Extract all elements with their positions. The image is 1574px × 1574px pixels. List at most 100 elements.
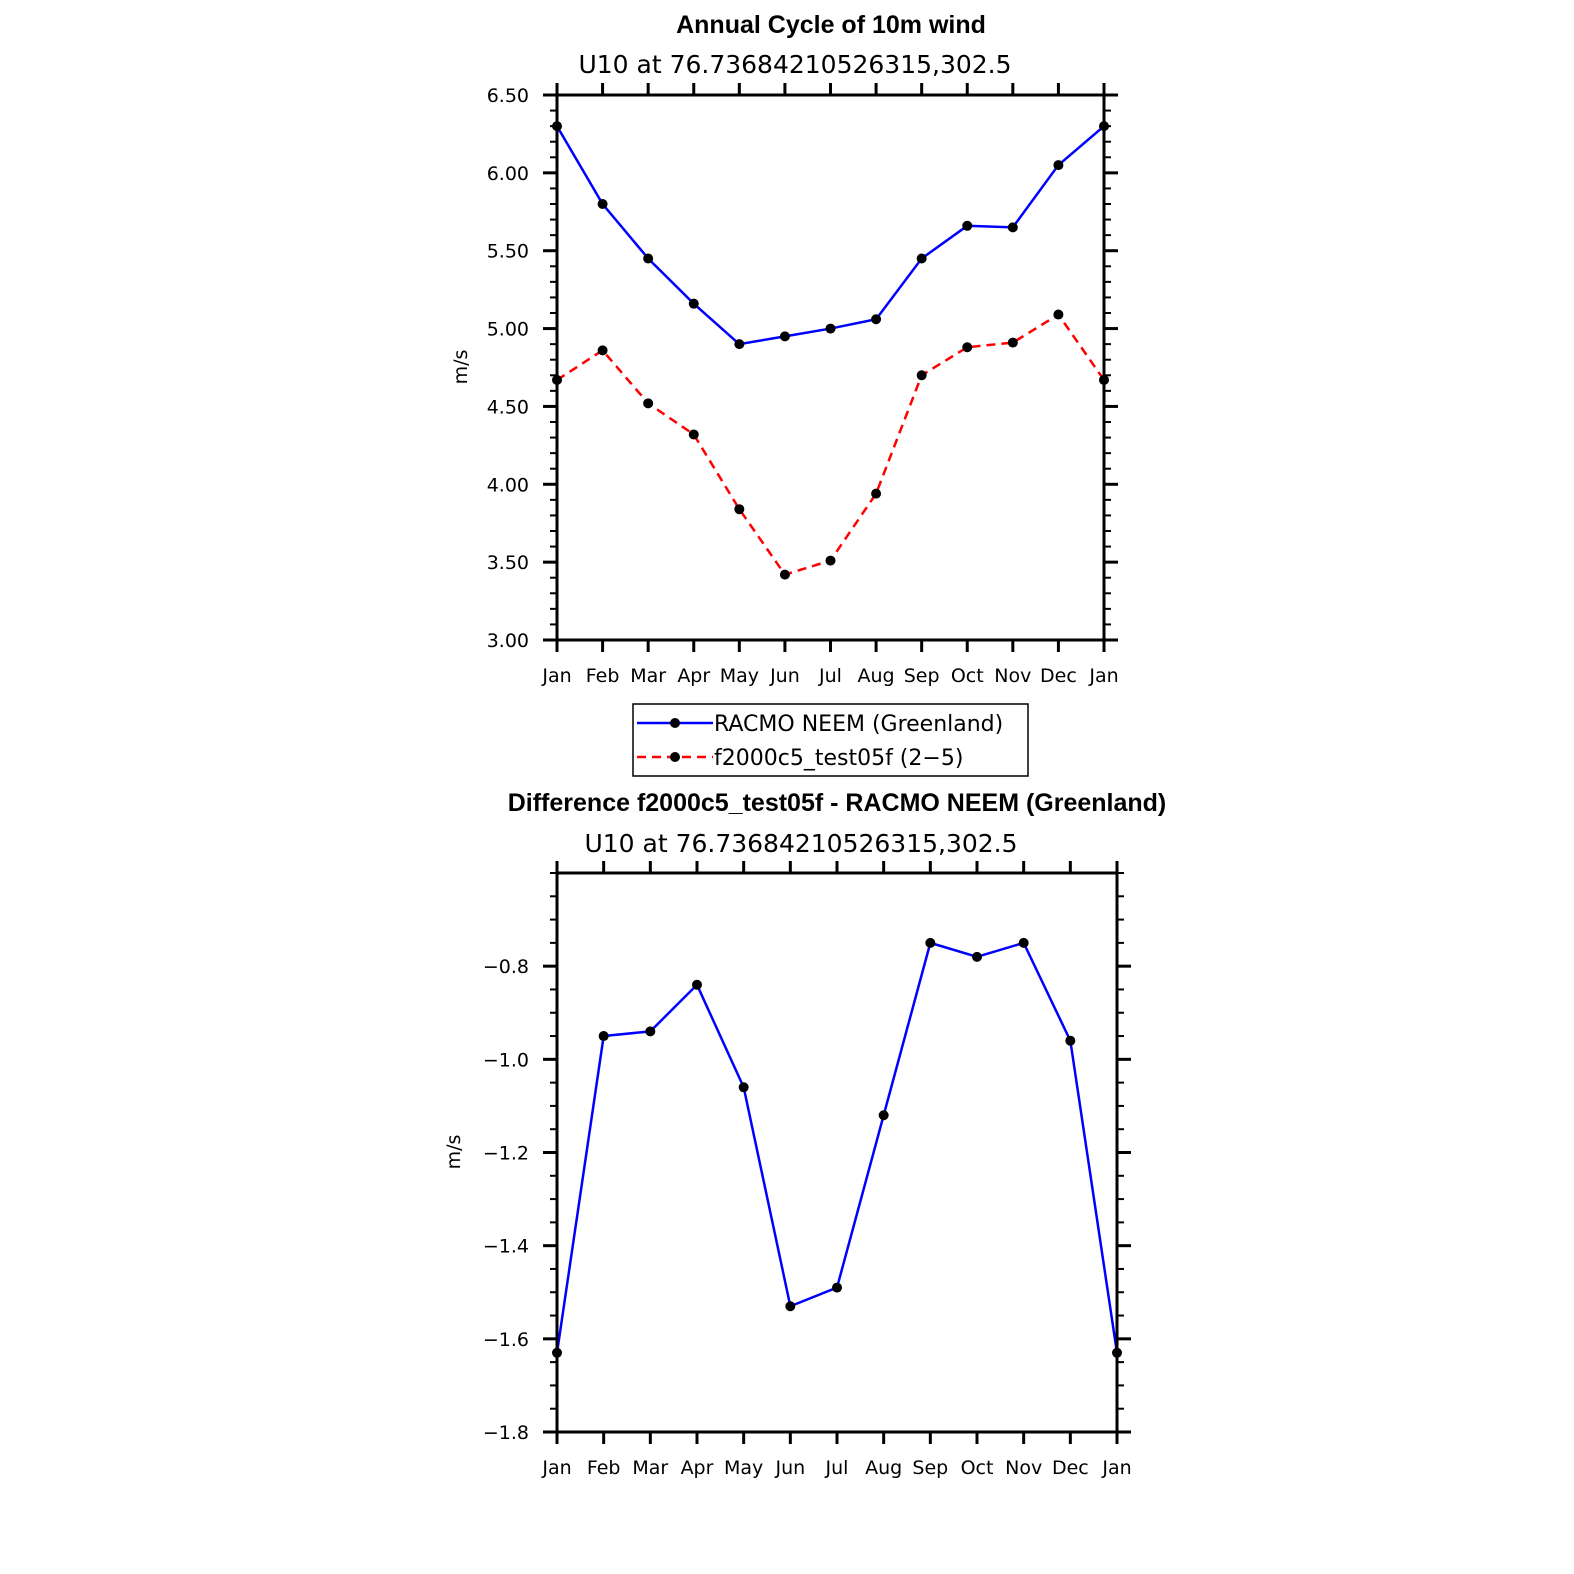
chart-subtitle: U10 at 76.73684210526315,302.5: [578, 50, 1011, 79]
x-tick-label: Oct: [961, 1457, 994, 1479]
data-point: [1053, 160, 1064, 171]
data-point: [688, 298, 699, 309]
y-tick-label: −0.8: [483, 956, 529, 978]
data-point: [598, 1031, 609, 1042]
x-tick-labels: Jan Feb Mar Apr May Jun Jul Aug Sep Oct Nov Dec Jan: [541, 1457, 1131, 1479]
data-point: [734, 504, 745, 515]
data-point: [692, 979, 702, 990]
legend: RACMO NEEM (Greenland) f2000c5_test05f (…: [632, 703, 1029, 777]
x-tick-labels: Jan Feb Mar Apr May Jun Jul Aug Sep Oct Nov Dec Jan: [541, 665, 1118, 687]
data-point: [779, 331, 790, 342]
data-point: [1065, 1035, 1076, 1046]
x-tick-label: Mar: [632, 1457, 668, 1479]
y-tick-label: 5.00: [487, 319, 529, 341]
y-axis-label: m/s: [450, 350, 472, 385]
x-tick-label: Apr: [681, 1457, 714, 1479]
x-tick-label: Oct: [951, 665, 984, 687]
y-tick-label: −1.4: [483, 1236, 529, 1258]
x-tick-label: May: [724, 1457, 763, 1479]
legend-label-racmo: RACMO NEEM (Greenland): [714, 712, 1003, 737]
y-tick-labels: −1.8 −1.6 −1.4 −1.2 −1.0 −0.8: [483, 956, 529, 1444]
data-point: [1007, 222, 1018, 233]
data-point: [597, 345, 608, 356]
series-lines: [552, 121, 1109, 580]
data-point: [734, 339, 745, 350]
data-point: [688, 429, 699, 440]
x-tick-label: Mar: [630, 665, 666, 687]
data-point: [645, 1026, 656, 1037]
data-point: [878, 1110, 889, 1121]
y-tick-label: −1.6: [483, 1329, 529, 1351]
x-tick-label: Aug: [865, 1457, 902, 1479]
x-tick-label: Nov: [1005, 1457, 1042, 1479]
data-point: [779, 569, 790, 580]
axis-ticks: [543, 861, 1131, 1444]
chart-title: Difference f2000c5_test05f - RACMO NEEM …: [508, 789, 1167, 817]
y-tick-labels: 3.00 3.50 4.00 4.50 5.00 5.50 6.00 6.50: [487, 85, 529, 652]
x-tick-label: Aug: [858, 665, 895, 687]
y-tick-label: 4.50: [487, 396, 529, 418]
series-line: [556, 312, 1106, 577]
y-tick-label: 6.00: [487, 163, 529, 185]
data-point: [1007, 337, 1018, 348]
y-tick-label: 3.50: [487, 552, 529, 574]
x-tick-label: Jan: [541, 1457, 571, 1479]
data-point: [785, 1301, 796, 1312]
data-point: [972, 951, 982, 962]
data-point: [825, 555, 836, 566]
legend-box: [632, 703, 1029, 777]
y-tick-label: 4.00: [487, 474, 529, 496]
x-tick-label: Feb: [586, 665, 620, 687]
data-point: [916, 253, 927, 264]
data-point: [1053, 309, 1064, 320]
x-tick-label: Jan: [1101, 1457, 1131, 1479]
data-point: [1018, 937, 1029, 948]
x-tick-label: Dec: [1052, 1457, 1089, 1479]
legend-label-test: f2000c5_test05f (2−5): [714, 746, 963, 771]
data-point: [643, 398, 654, 409]
y-tick-label: −1.2: [483, 1143, 529, 1165]
data-point: [962, 220, 973, 231]
data-point: [597, 199, 608, 209]
data-point: [871, 314, 882, 325]
x-tick-label: Sep: [912, 1457, 948, 1479]
x-tick-label: Jun: [774, 1457, 805, 1479]
x-tick-label: Jan: [541, 665, 571, 687]
data-point: [925, 937, 936, 948]
legend-marker-test: [670, 752, 680, 762]
x-tick-label: Sep: [904, 665, 940, 687]
x-tick-label: May: [720, 665, 759, 687]
plot-frame: [555, 871, 1119, 1434]
x-tick-label: Jul: [825, 1457, 849, 1479]
y-tick-label: −1.8: [483, 1422, 529, 1444]
data-point: [643, 253, 654, 264]
data-point: [738, 1082, 749, 1093]
x-tick-label: Jul: [818, 665, 842, 687]
x-tick-label: Apr: [677, 665, 710, 687]
data-point: [871, 488, 882, 499]
series-line: [555, 125, 1105, 346]
data-point: [832, 1282, 842, 1293]
data-point: [962, 342, 973, 353]
x-tick-label: Dec: [1040, 665, 1077, 687]
series-lines: [552, 937, 1122, 1358]
axis-ticks: [543, 83, 1118, 652]
y-tick-label: −1.0: [483, 1049, 529, 1071]
data-point: [916, 370, 927, 381]
data-point: [825, 323, 836, 334]
y-tick-label: 5.50: [487, 241, 529, 263]
x-tick-label: Jan: [1088, 665, 1118, 687]
chart-subtitle: U10 at 76.73684210526315,302.5: [584, 829, 1017, 858]
chart-title: Annual Cycle of 10m wind: [676, 11, 986, 39]
plot-frame: [555, 93, 1106, 642]
x-tick-label: Feb: [587, 1457, 621, 1479]
y-tick-label: 3.00: [487, 630, 529, 652]
annual-cycle-chart: Annual Cycle of 10m wind U10 at 76.73684…: [450, 11, 1119, 687]
x-tick-label: Jun: [769, 665, 800, 687]
x-tick-label: Nov: [994, 665, 1031, 687]
legend-marker-racmo: [670, 718, 680, 728]
difference-chart: Difference f2000c5_test05f - RACMO NEEM …: [443, 789, 1166, 1479]
y-axis-label: m/s: [443, 1135, 465, 1170]
y-tick-label: 6.50: [487, 85, 529, 107]
